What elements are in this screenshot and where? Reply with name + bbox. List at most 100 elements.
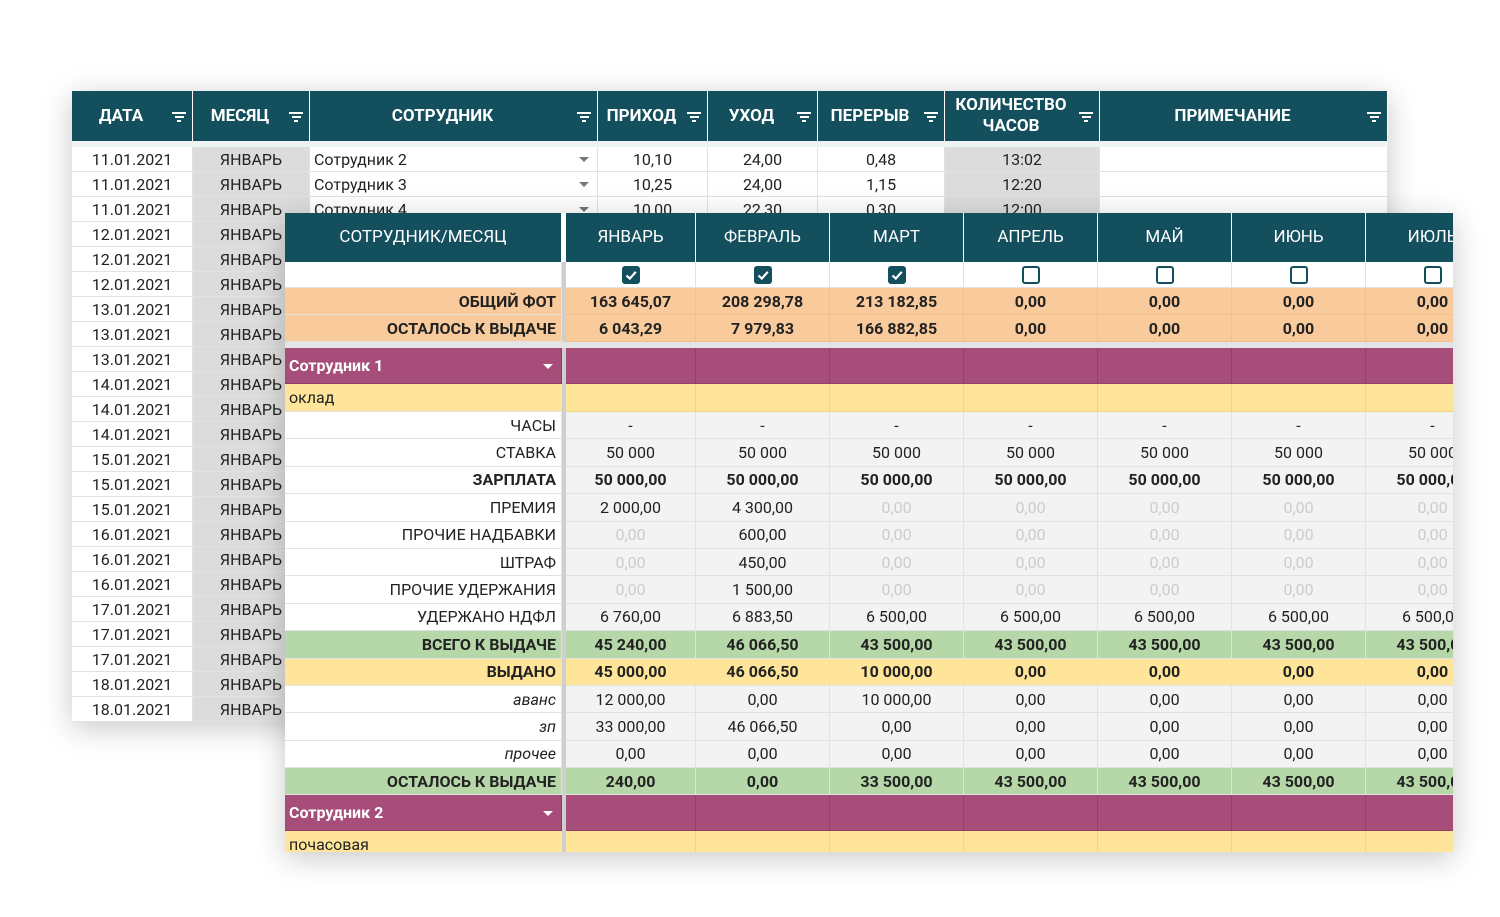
month-cell <box>696 348 830 384</box>
column-separator <box>562 576 566 604</box>
month-cell <box>566 384 696 412</box>
month-cell: 0,00 <box>1232 658 1366 686</box>
filter-icon[interactable] <box>1367 112 1381 122</box>
month-cell <box>696 384 830 412</box>
month-cell: 0,00 <box>964 740 1098 769</box>
column-separator <box>562 548 566 577</box>
column-header: ПЕРЕРЫВ <box>818 91 945 141</box>
filter-icon[interactable] <box>1079 112 1093 122</box>
month-cell <box>964 831 1098 852</box>
log-cell: 1,15 <box>818 172 945 197</box>
month-cell: 46 066,50 <box>696 631 830 659</box>
row-label: аванс <box>285 685 562 714</box>
month-cell: 0,00 <box>830 576 964 604</box>
month-cell: 6 500,00 <box>1098 603 1232 632</box>
filter-icon[interactable] <box>687 112 701 122</box>
month-cell: 208 298,78 <box>696 288 830 315</box>
filter-icon[interactable] <box>577 112 591 122</box>
month-header: ИЮЛЬ <box>1366 213 1453 262</box>
month-cell: 2 000,00 <box>566 494 696 522</box>
month-cell: 0,00 <box>566 740 696 769</box>
column-separator <box>562 603 566 632</box>
filter-icon[interactable] <box>172 112 186 122</box>
checkbox[interactable] <box>1021 265 1041 285</box>
log-cell: 12.01.2021 <box>72 247 193 272</box>
month-cell: 43 500,00 <box>830 631 964 659</box>
employee-name: Сотрудник 1 <box>285 348 562 384</box>
total-row: ОБЩИЙ ФОТ 163 645,07 208 298,78 213 182,85 0… <box>285 288 1453 315</box>
column-header: ДАТА <box>72 91 193 141</box>
column-separator <box>562 262 566 288</box>
month-cell: 0,00 <box>1366 685 1453 714</box>
dropdown-arrow[interactable] <box>579 182 589 187</box>
dropdown-arrow[interactable] <box>543 363 553 369</box>
month-cell: 213 182,85 <box>830 288 964 315</box>
month-cell: 6 043,29 <box>566 315 696 342</box>
checkbox[interactable] <box>887 265 907 285</box>
log-cell: ЯНВАРЬ <box>193 172 310 197</box>
column-separator <box>562 795 566 832</box>
month-cell: 6 500,00 <box>1232 603 1366 632</box>
dropdown-arrow[interactable] <box>579 207 589 212</box>
month-cell: 0,00 <box>1366 659 1453 686</box>
month-cell <box>1232 348 1366 384</box>
month-cell: 0,00 <box>1232 685 1366 714</box>
month-cell <box>1366 262 1453 288</box>
month-cell: 50 000 <box>1098 439 1232 467</box>
month-cell <box>1366 831 1453 852</box>
header-text: КОЛИЧЕСТВО ЧАСОВ <box>955 95 1067 136</box>
row-label: ШТРАФ <box>285 548 562 577</box>
month-cell: 0,00 <box>566 548 696 577</box>
dropdown-arrow[interactable] <box>543 810 553 816</box>
row-label: ЧАСЫ <box>285 412 562 440</box>
total-row: ОСТАЛОСЬ К ВЫДАЧЕ 6 043,29 7 979,83 166 882… <box>285 315 1453 342</box>
month-cell <box>1098 795 1232 832</box>
column-separator <box>562 631 566 659</box>
checkbox[interactable] <box>1155 265 1175 285</box>
checkbox[interactable] <box>1289 265 1309 285</box>
log-cell: 24,00 <box>708 147 818 172</box>
month-cell: 0,00 <box>1366 288 1453 315</box>
data-row: ПРЕМИЯ 2 000,00 4 300,00 0,00 0,00 0,00 0,00 0,… <box>285 494 1453 522</box>
month-cell: 0,00 <box>1366 521 1453 549</box>
month-cell: 43 500,00 <box>1232 768 1366 796</box>
month-cell <box>830 795 964 832</box>
filter-icon[interactable] <box>797 112 811 122</box>
month-cell: 0,00 <box>830 494 964 522</box>
paid-row <box>285 262 1453 288</box>
dropdown-arrow[interactable] <box>579 157 589 162</box>
month-cell: - <box>1232 412 1366 440</box>
checkbox[interactable] <box>621 265 641 285</box>
month-cell: 0,00 <box>696 740 830 769</box>
log-cell: 0,48 <box>818 147 945 172</box>
log-cell: 10,10 <box>598 147 708 172</box>
log-cell: 16.01.2021 <box>72 547 193 572</box>
month-cell: 10 000,00 <box>830 658 964 686</box>
log-cell: 13.01.2021 <box>72 322 193 347</box>
month-cell: 0,00 <box>964 548 1098 577</box>
row-label: прочее <box>285 740 562 769</box>
log-cell: Сотрудник 3 <box>310 172 598 197</box>
log-cell: 13.01.2021 <box>72 347 193 372</box>
month-cell <box>830 831 964 852</box>
header-gap <box>72 141 1388 147</box>
column-separator <box>562 713 566 741</box>
data-row: аванс 12 000,00 0,00 10 000,00 0,00 0,00 0,00 0… <box>285 685 1453 714</box>
checkbox[interactable] <box>1423 265 1443 285</box>
header-text: ДАТА <box>98 105 144 126</box>
log-cell: 24,00 <box>708 172 818 197</box>
row-label: ОСТАЛОСЬ К ВЫДАЧЕ <box>285 768 562 796</box>
month-cell: 0,00 <box>964 315 1098 342</box>
row-label: СТАВКА <box>285 439 562 467</box>
column-separator <box>562 384 566 412</box>
column-header: МЕСЯЦ <box>193 91 310 141</box>
month-cell: 0,00 <box>964 658 1098 686</box>
checkbox[interactable] <box>753 265 773 285</box>
data-row: ПРОЧИЕ НАДБАВКИ 0,00 600,00 0,00 0,00 0,00 0,0… <box>285 521 1453 549</box>
row-label: ПРОЧИЕ НАДБАВКИ <box>285 521 562 549</box>
month-cell: 0,00 <box>566 576 696 604</box>
month-cell: 43 500,00 <box>1098 631 1232 659</box>
filter-icon[interactable] <box>924 112 938 122</box>
filter-icon[interactable] <box>289 112 303 122</box>
row-label: ВСЕГО К ВЫДАЧЕ <box>285 631 562 659</box>
